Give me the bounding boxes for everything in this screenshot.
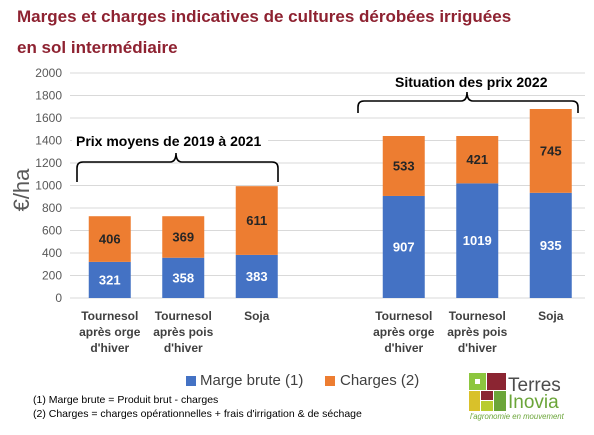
- data-label-charges-2: 421: [466, 152, 488, 167]
- data-label-marge-brute-1: 321: [99, 272, 121, 287]
- group-label-background: [391, 75, 553, 91]
- terres-inovia-logo-icon: [469, 373, 506, 411]
- data-label-marge-brute-1: 358: [172, 270, 194, 285]
- data-label-marge-brute-1: 383: [246, 269, 268, 284]
- y-tick-label: 0: [55, 291, 62, 305]
- bar-segment-marge-brute-1: [235, 254, 278, 298]
- bar-segment-charges-2: [456, 136, 499, 184]
- group-label-background: [72, 130, 268, 150]
- y-tick-label: 200: [42, 269, 62, 283]
- footnote-charges: (2) Charges = charges opérationnelles + …: [33, 408, 362, 420]
- bar-segment-marge-brute-1: [162, 257, 205, 298]
- bar-segment-charges-2: [88, 216, 131, 262]
- y-axis-tick-labels: 0 200 400 600 800 1000 1200 1400 1600 1800 2000: [35, 66, 62, 305]
- group-annotation-2022: Situation des prix 2022: [357, 74, 579, 113]
- y-axis-label: €/ha: [9, 168, 34, 212]
- data-label-charges-2: 406: [99, 232, 121, 247]
- legend-label-charges: Charges (2): [340, 372, 420, 389]
- bar-segment-charges-2: [382, 136, 425, 196]
- y-tick-label: 2000: [35, 66, 62, 80]
- y-tick-label: 1600: [35, 111, 62, 125]
- data-label-marge-brute-1: 1019: [463, 233, 492, 248]
- y-tick-label: 1800: [35, 89, 62, 103]
- bar-segment-charges-2: [162, 216, 205, 258]
- legend-label-marge-brute: Marge brute (1): [200, 372, 304, 389]
- y-tick-label: 1000: [35, 179, 62, 193]
- bar-segment-marge-brute-1: [382, 195, 425, 298]
- y-tick-label: 800: [42, 201, 62, 215]
- footnote-marge-brute: (1) Marge brute = Produit brut - charges: [33, 394, 219, 406]
- legend-swatch-marge-brute: [186, 376, 196, 386]
- group-brace-2022: [357, 91, 579, 113]
- group-label-2022: Situation des prix 2022: [395, 74, 548, 90]
- y-tick-label: 600: [42, 224, 62, 238]
- y-tick-label: 1200: [35, 156, 62, 170]
- y-tick-label: 1400: [35, 134, 62, 148]
- group-label-2019-2021: Prix moyens de 2019 à 2021: [76, 133, 261, 149]
- data-label-charges-2: 745: [540, 143, 562, 158]
- chart-title-line-1: Marges et charges indicatives de culture…: [17, 7, 512, 26]
- data-label-marge-brute-1: 935: [540, 238, 562, 253]
- bar-segment-marge-brute-1: [529, 192, 572, 298]
- data-label-charges-2: 369: [172, 229, 194, 244]
- logo-text-terres: Terres: [508, 375, 561, 396]
- bar-segment-charges-2: [529, 109, 572, 193]
- bar-segment-marge-brute-1: [88, 261, 131, 298]
- data-label-charges-2: 533: [393, 158, 415, 173]
- bar-segment-marge-brute-1: [456, 183, 499, 298]
- data-label-charges-2: 611: [246, 213, 267, 228]
- data-label-marge-brute-1: 907: [393, 239, 415, 254]
- group-brace-2019-2021: [76, 152, 279, 182]
- chart-title-line-2: en sol intermédiaire: [17, 38, 178, 57]
- logo-text-inovia: Inovia: [508, 392, 559, 413]
- group-annotation-2019-2021: Prix moyens de 2019 à 2021: [72, 130, 279, 182]
- gridlines: [70, 72, 585, 299]
- logo-tagline: l'agronomie en mouvement: [470, 412, 564, 421]
- data-labels: 321 406 358 369 383 611 907 533 1019 421 935 745: [99, 143, 562, 287]
- legend-swatch-charges: [325, 376, 335, 386]
- bars: [88, 109, 572, 298]
- bar-segment-charges-2: [235, 186, 278, 255]
- y-tick-label: 400: [42, 246, 62, 260]
